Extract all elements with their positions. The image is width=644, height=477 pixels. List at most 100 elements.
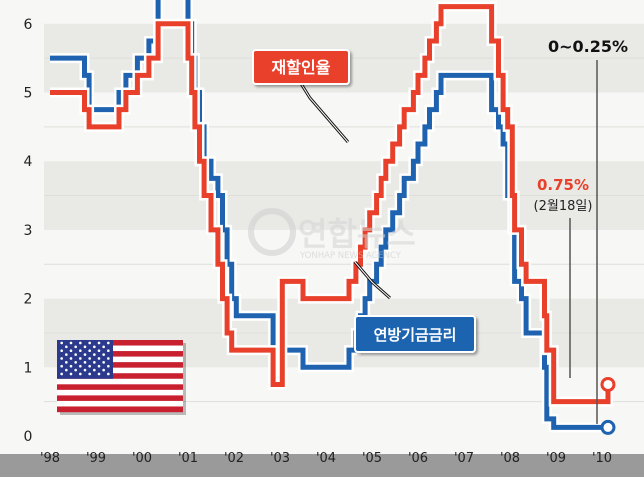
x-tick-label: '08	[500, 451, 520, 466]
flag-stripe	[57, 400, 183, 407]
x-tick-label: '07	[454, 451, 474, 466]
flag-star	[107, 364, 110, 368]
flag-star	[79, 341, 82, 345]
flag-star	[88, 364, 91, 368]
flag-star	[65, 368, 68, 372]
flag-star	[88, 372, 91, 376]
discount-end-date: (2월18일)	[534, 199, 593, 214]
flag-star	[83, 368, 87, 372]
us-flag-icon	[57, 340, 186, 415]
x-tick-label: '03	[270, 451, 290, 466]
flag-star	[88, 349, 91, 352]
flag-star	[88, 341, 91, 345]
flag-star	[79, 364, 82, 368]
y-tick-label: 0	[24, 429, 33, 445]
flag-stripe	[57, 356, 183, 363]
discount-rate-callout: 재할인율	[252, 49, 350, 143]
y-tick-label: 5	[24, 86, 33, 102]
discount-end-marker	[600, 376, 616, 392]
flag-star	[60, 349, 63, 352]
flag-stripe	[57, 395, 183, 402]
y-tick-label: 4	[24, 154, 33, 170]
flag-stripe	[57, 384, 183, 391]
flag-stripe	[57, 351, 183, 357]
discount-end-value: 0.75%	[537, 176, 589, 194]
flag-star	[74, 361, 77, 364]
fed-callout-box	[354, 315, 476, 353]
x-tick-label: '05	[362, 451, 382, 466]
x-tick-label: '10	[592, 451, 612, 466]
y-tick-label: 3	[24, 223, 33, 239]
flag-star	[74, 353, 77, 356]
flag-star	[93, 368, 96, 372]
flag-stripe	[57, 367, 183, 374]
flag-star	[102, 345, 105, 349]
watermark-text: 연합뉴스	[298, 215, 416, 253]
flag-star	[60, 372, 63, 376]
flag-star	[107, 357, 110, 360]
flag-star	[97, 364, 101, 368]
flag-stripe	[57, 406, 183, 413]
flag-star	[97, 349, 101, 352]
flag-star	[93, 345, 96, 349]
flag-star	[69, 341, 73, 345]
discount-callout-leader-inner	[299, 81, 349, 143]
x-tick-label: '04	[316, 451, 336, 466]
flag-stripe	[57, 378, 183, 385]
watermark-subtext: YONHAP NEWS AGENCY	[299, 251, 402, 261]
flag-star	[65, 353, 68, 356]
flag-star	[65, 345, 68, 349]
flag-star	[83, 361, 87, 364]
flag-star	[79, 357, 82, 360]
x-tick-label: '98	[40, 451, 60, 466]
x-tick-label: '02	[224, 451, 244, 466]
flag-star	[102, 353, 105, 356]
flag-star	[93, 353, 96, 356]
x-tick-label: '01	[178, 451, 198, 466]
flag-stripe	[57, 373, 183, 379]
flag-star	[74, 368, 77, 372]
flag-star	[107, 349, 110, 352]
flag-star	[107, 341, 110, 345]
x-tick-label: '99	[86, 451, 106, 466]
fed-end-marker	[600, 419, 616, 435]
bottom-bar	[0, 454, 644, 477]
flag-star	[60, 357, 63, 360]
flag-star	[88, 357, 91, 360]
fed-end-value: 0~0.25%	[548, 37, 628, 56]
fed-callout-label: 연방기금금리	[374, 326, 457, 344]
yonhap-logo-icon	[248, 208, 296, 256]
flag-star	[97, 357, 101, 360]
flag-star	[69, 349, 73, 352]
flag-star	[79, 372, 82, 376]
flag-star	[79, 349, 82, 352]
flag-star	[107, 372, 110, 376]
flag-stripe	[57, 340, 183, 346]
flag-star	[83, 353, 87, 356]
flag-star	[102, 361, 105, 364]
flag-stripe	[57, 389, 183, 396]
discount-callout-box	[252, 49, 350, 85]
flag-stripe	[57, 345, 183, 352]
y-tick-label: 1	[24, 360, 33, 376]
x-tick-label: '00	[132, 451, 152, 466]
flag-star	[60, 341, 63, 345]
flag-star	[102, 368, 105, 372]
yonhap-watermark: 연합뉴스 YONHAP NEWS AGENCY	[248, 208, 416, 261]
flag-star	[60, 364, 63, 368]
flag-star	[69, 372, 73, 376]
x-tick-label: '09	[546, 451, 566, 466]
flag-star	[83, 345, 87, 349]
flag-star	[74, 345, 77, 349]
discount-callout-label: 재할인율	[272, 58, 331, 77]
y-tick-label: 2	[24, 292, 33, 308]
flag-star	[69, 357, 73, 360]
x-tick-label: '06	[408, 451, 428, 466]
flag-star	[69, 364, 73, 368]
flag-stripe	[57, 362, 183, 368]
flag-star	[93, 361, 96, 364]
flag-star	[97, 372, 101, 376]
discount-rate-line	[50, 4, 611, 405]
fed-rate-callout: 연방기금금리	[353, 261, 476, 353]
